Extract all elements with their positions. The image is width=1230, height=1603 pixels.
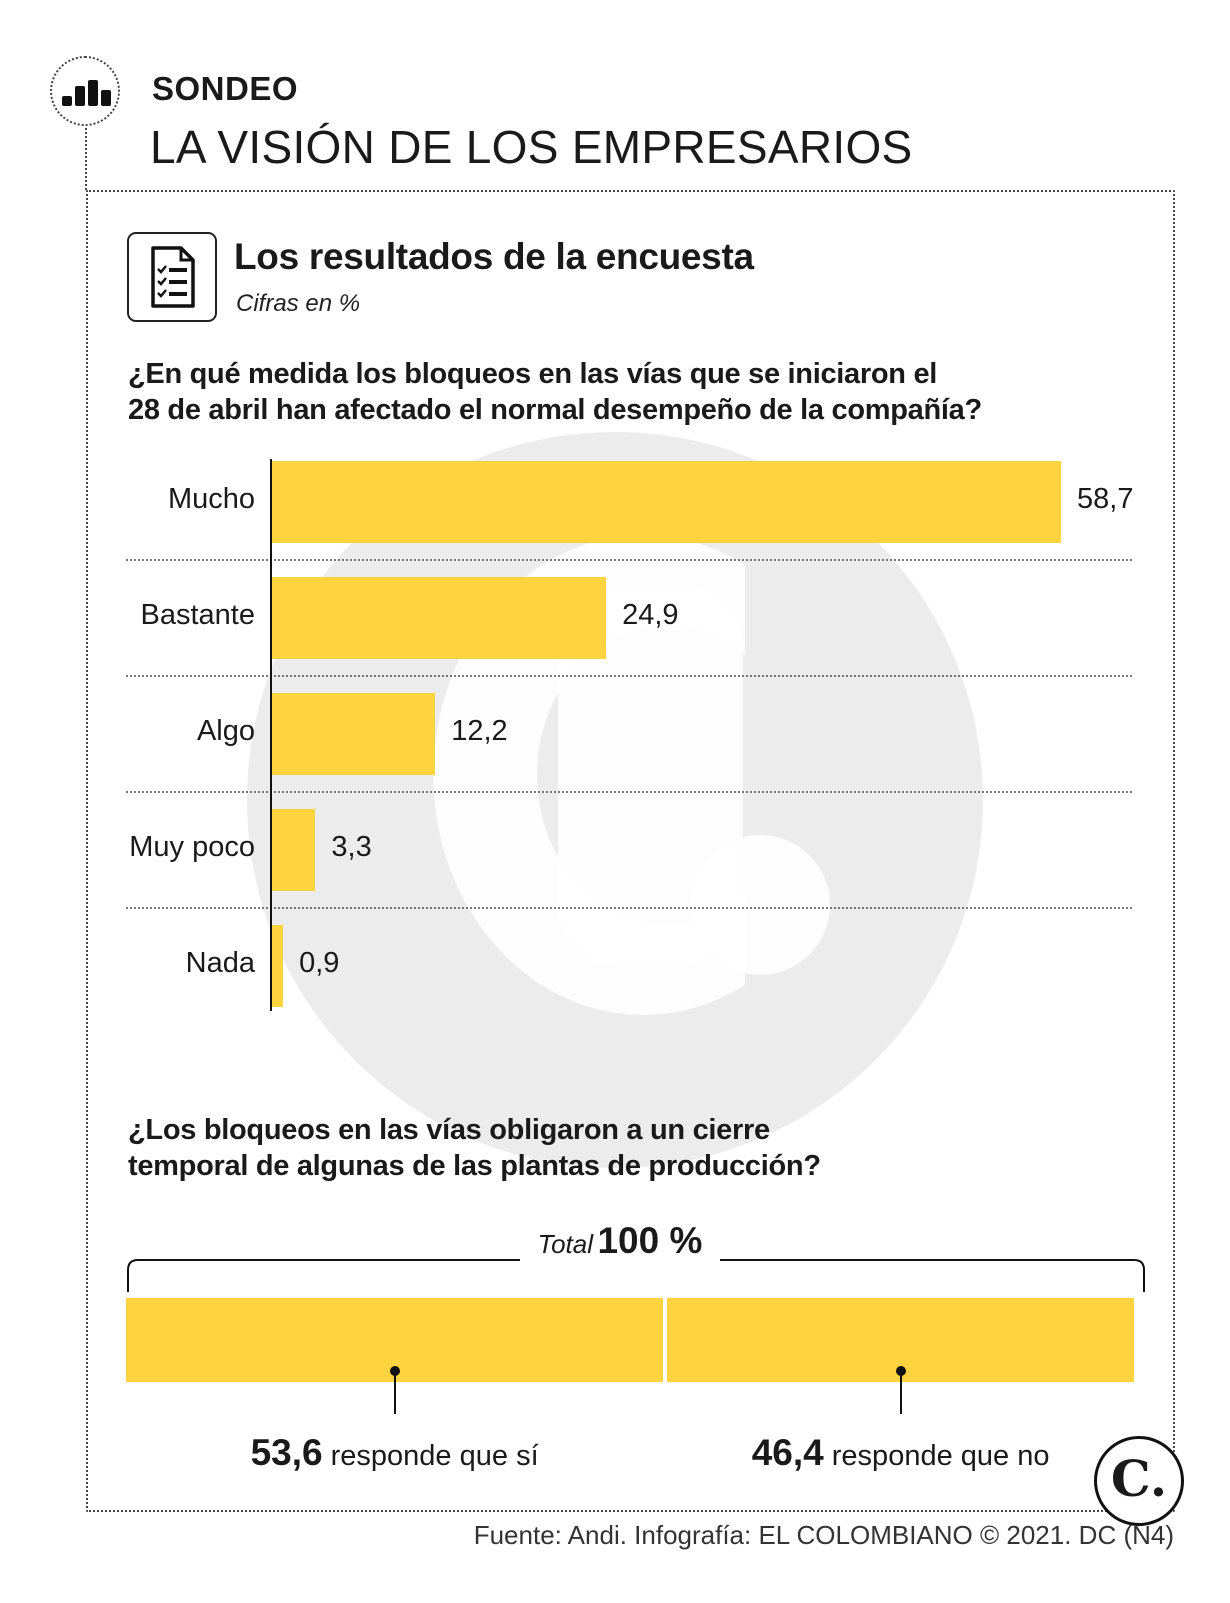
chart1-question-line-1: ¿En qué medida los bloqueos en las vías … bbox=[128, 358, 938, 390]
chart2-question-line-1: ¿Los bloqueos en las vías obligaron a un… bbox=[128, 1114, 770, 1146]
chart2-question: ¿Los bloqueos en las vías obligaron a un… bbox=[128, 1112, 821, 1184]
document-checklist-icon bbox=[151, 246, 195, 308]
total-caption: Total 100 % bbox=[520, 1220, 720, 1262]
chart1-question: ¿En qué medida los bloqueos en las vías … bbox=[128, 356, 982, 428]
chart1-question-line-2: 28 de abril han afectado el normal desem… bbox=[128, 394, 982, 426]
section-subtitle: Cifras en % bbox=[236, 290, 361, 317]
total-label: Total bbox=[537, 1229, 594, 1259]
header-connector bbox=[85, 128, 87, 190]
kicker: SONDEO bbox=[152, 70, 299, 107]
content-frame bbox=[86, 190, 1175, 1512]
bar-chart-icon bbox=[62, 80, 111, 106]
header-badge bbox=[50, 56, 120, 126]
chart2-question-line-2: temporal de algunas de las plantas de pr… bbox=[128, 1150, 821, 1182]
total-value: 100 % bbox=[597, 1220, 703, 1261]
section-title: Los resultados de la encuesta bbox=[234, 236, 754, 277]
brand-logo-letter: C. bbox=[1110, 1449, 1168, 1508]
headline: LA VISIÓN DE LOS EMPRESARIOS bbox=[150, 121, 913, 173]
brand-logo: C. bbox=[1094, 1436, 1184, 1526]
section-icon-box bbox=[127, 232, 217, 322]
source-credit: Fuente: Andi. Infografía: EL COLOMBIANO … bbox=[473, 1520, 1174, 1550]
